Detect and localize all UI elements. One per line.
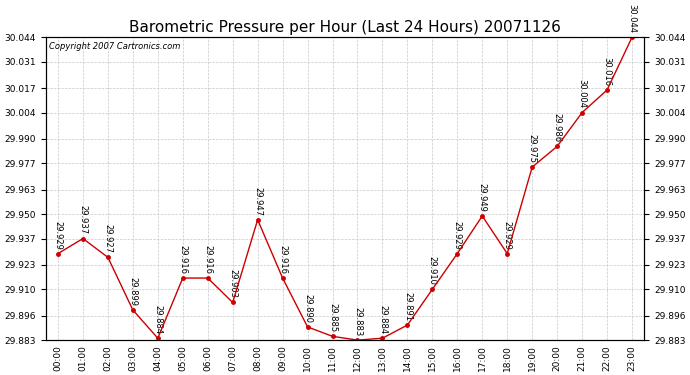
Text: 29.903: 29.903	[228, 269, 237, 298]
Text: 30.004: 30.004	[578, 80, 586, 108]
Text: 29.949: 29.949	[477, 183, 486, 212]
Text: 29.916: 29.916	[204, 245, 213, 274]
Text: 30.016: 30.016	[602, 57, 611, 86]
Text: 29.885: 29.885	[328, 303, 337, 332]
Text: 29.929: 29.929	[453, 220, 462, 249]
Text: 29.975: 29.975	[528, 134, 537, 163]
Text: 29.884: 29.884	[153, 305, 162, 334]
Text: 29.883: 29.883	[353, 307, 362, 336]
Text: 29.884: 29.884	[378, 305, 387, 334]
Text: 29.891: 29.891	[403, 292, 412, 321]
Text: 30.044: 30.044	[627, 4, 636, 33]
Text: 29.899: 29.899	[128, 277, 137, 306]
Text: Copyright 2007 Cartronics.com: Copyright 2007 Cartronics.com	[48, 42, 180, 51]
Text: 29.916: 29.916	[278, 245, 287, 274]
Text: 29.910: 29.910	[428, 256, 437, 285]
Text: 29.929: 29.929	[503, 220, 512, 249]
Title: Barometric Pressure per Hour (Last 24 Hours) 20071126: Barometric Pressure per Hour (Last 24 Ho…	[129, 20, 561, 35]
Text: 29.937: 29.937	[79, 205, 88, 234]
Text: 29.890: 29.890	[303, 294, 312, 323]
Text: 29.927: 29.927	[104, 224, 112, 253]
Text: 29.947: 29.947	[253, 187, 262, 216]
Text: 29.929: 29.929	[54, 220, 63, 249]
Text: 29.916: 29.916	[178, 245, 187, 274]
Text: 29.986: 29.986	[553, 113, 562, 142]
